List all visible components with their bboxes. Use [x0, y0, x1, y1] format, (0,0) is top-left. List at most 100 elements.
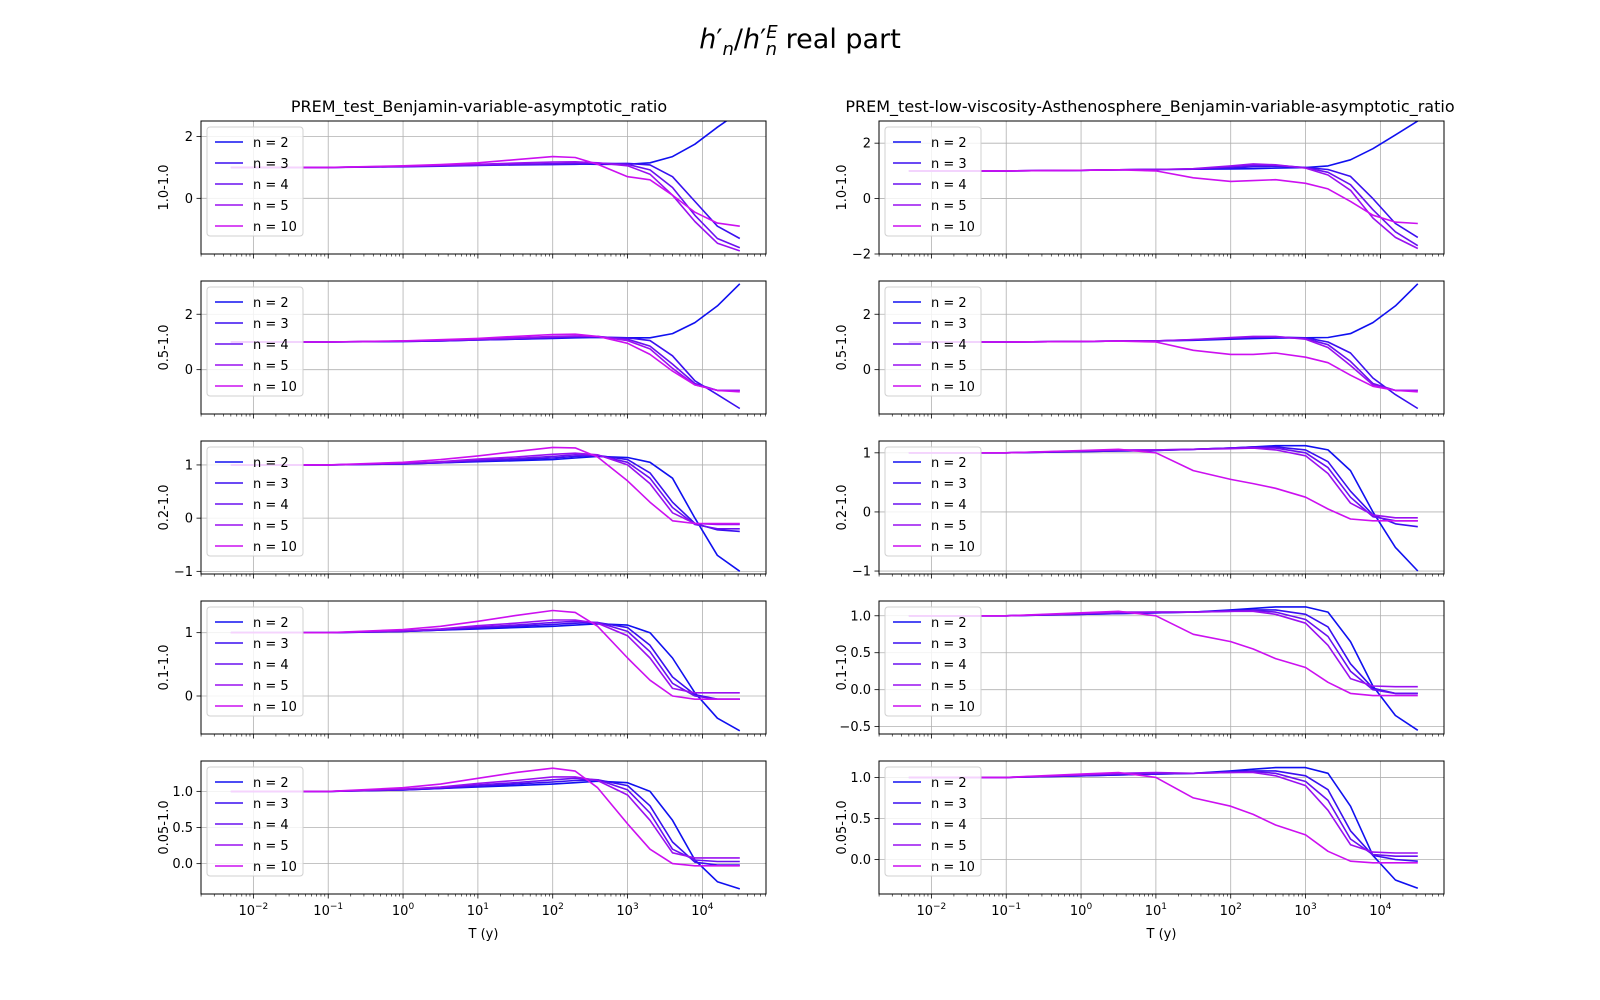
series-line-n=3	[230, 454, 740, 533]
legend-label: n = 5	[253, 199, 289, 214]
title-h1: h	[699, 24, 716, 55]
series-line-n=3	[908, 336, 1419, 410]
legend-label: n = 2	[931, 776, 967, 791]
legend-label: n = 5	[253, 519, 289, 534]
legend-label: n = 10	[931, 220, 975, 235]
legend-label: n = 2	[253, 296, 289, 311]
row-label: 0.1-1.0	[157, 644, 172, 690]
subplot-grid: 021.0-1.0n = 2n = 3n = 4n = 5n = 10−2021…	[157, 120, 1445, 942]
series-line-n=10	[908, 610, 1418, 697]
legend-label: n = 3	[253, 637, 289, 652]
series-line-n=2	[908, 766, 1419, 890]
series-group	[230, 767, 741, 890]
series-line-n=4	[908, 609, 1418, 695]
series-line-n=3	[230, 162, 741, 240]
y-tick-label: −1	[174, 565, 193, 580]
legend-label: n = 5	[931, 839, 967, 854]
series-line-n=3	[908, 165, 1419, 239]
legend-label: n = 10	[253, 220, 297, 235]
series-line-n=4	[908, 164, 1419, 247]
y-tick-label: 0.5	[850, 812, 871, 827]
legend-label: n = 5	[253, 839, 289, 854]
series-line-n=3	[230, 778, 740, 866]
row-label: 1.0-1.0	[157, 164, 172, 210]
legend: n = 2 n = 3 n = 4 n = 5 n = 10	[884, 446, 982, 557]
legend-label: n = 10	[253, 700, 297, 715]
title-rest: real part	[777, 24, 901, 55]
y-tick-label: 1	[863, 446, 871, 461]
legend-label: n = 2	[253, 136, 289, 151]
series-line-n=3	[908, 609, 1418, 695]
y-tick-label: 0.0	[850, 683, 871, 698]
x-tick-label: 103	[616, 902, 638, 919]
legend-label: n = 2	[253, 456, 289, 471]
legend-label: n = 10	[253, 860, 297, 875]
x-tick-label: 10−1	[991, 902, 1021, 919]
legend-label: n = 10	[253, 540, 297, 555]
legend-label: n = 10	[253, 380, 297, 395]
legend-label: n = 5	[931, 199, 967, 214]
series-group	[908, 766, 1419, 890]
y-tick-label: 0.5	[850, 646, 871, 661]
legend-box	[206, 126, 304, 237]
legend: n = 2 n = 3 n = 4 n = 5 n = 10	[884, 606, 982, 717]
subplot-1.0-1.0-col0: 0 2 1.0-1.0 n = 2 n = 3 n = 4 n = 5 n = 10	[157, 120, 767, 259]
series-line-n=5	[908, 163, 1419, 250]
title-h2: h	[743, 24, 760, 55]
axes-frame	[200, 440, 767, 575]
subplot-0.5-1.0-col0: 0 2 0.5-1.0 n = 2 n = 3 n = 4 n = 5 n = 10	[157, 280, 767, 419]
series-line-n=4	[908, 446, 1418, 522]
subplot-0.5-1.0-col1: 0 2 0.5-1.0 n = 2 n = 3 n = 4 n = 5 n = 10	[835, 280, 1445, 419]
y-tick-label: 0	[185, 192, 193, 207]
row-label: 0.05-1.0	[157, 800, 172, 854]
series-line-n=10	[908, 169, 1418, 225]
x-tick-label: 10−1	[313, 902, 343, 919]
legend-label: n = 3	[253, 797, 289, 812]
legend-label: n = 2	[931, 296, 967, 311]
legend-label: n = 2	[931, 616, 967, 631]
series-line-n=2	[230, 121, 728, 169]
series-line-n=3	[230, 621, 740, 701]
series-group	[230, 121, 741, 252]
axes-frame	[200, 600, 767, 735]
column-title-left: PREM_test_Benjamin-variable-asymptotic_r…	[291, 97, 667, 117]
title-slash: /	[734, 24, 744, 55]
legend: n = 2 n = 3 n = 4 n = 5 n = 10	[206, 606, 304, 717]
legend-label: n = 10	[931, 700, 975, 715]
legend-label: n = 3	[931, 477, 967, 492]
subplot-1.0-1.0-col1: −2 0 2 1.0-1.0 n = 2 n = 3 n = 4 n = 5 n = 10	[835, 120, 1445, 263]
series-line-n=5	[908, 447, 1418, 519]
series-line-n=2	[908, 444, 1419, 572]
legend-label: n = 4	[253, 178, 289, 193]
y-tick-label: −2	[852, 248, 871, 263]
x-tick-label: 101	[1145, 902, 1167, 919]
series-line-n=4	[230, 453, 740, 530]
row-label: 0.2-1.0	[835, 484, 850, 530]
series-line-n=2	[908, 283, 1419, 343]
series-line-n=5	[230, 335, 740, 392]
legend-label: n = 10	[931, 860, 975, 875]
legend-box	[206, 766, 304, 877]
series-group	[908, 444, 1419, 572]
legend: n = 2 n = 3 n = 4 n = 5 n = 10	[206, 766, 304, 877]
legend: n = 2 n = 3 n = 4 n = 5 n = 10	[884, 126, 982, 237]
y-tick-label: 0	[185, 690, 193, 705]
legend-label: n = 2	[253, 616, 289, 631]
row-label: 0.5-1.0	[835, 324, 850, 370]
legend-label: n = 10	[931, 540, 975, 555]
axes-frame	[878, 600, 1445, 735]
title-sub1: n	[722, 39, 733, 60]
y-tick-label: −0.5	[839, 720, 871, 735]
title-sup2: E	[766, 22, 778, 43]
legend-label: n = 5	[253, 679, 289, 694]
x-tick-label: 102	[1220, 902, 1242, 919]
series-line-n=2	[908, 606, 1419, 731]
legend-label: n = 3	[931, 797, 967, 812]
legend: n = 2 n = 3 n = 4 n = 5 n = 10	[884, 286, 982, 397]
series-line-n=5	[230, 776, 740, 859]
legend: n = 2 n = 3 n = 4 n = 5 n = 10	[206, 126, 304, 237]
legend-label: n = 5	[253, 359, 289, 374]
x-tick-label: 103	[1294, 902, 1316, 919]
series-group	[230, 609, 741, 732]
